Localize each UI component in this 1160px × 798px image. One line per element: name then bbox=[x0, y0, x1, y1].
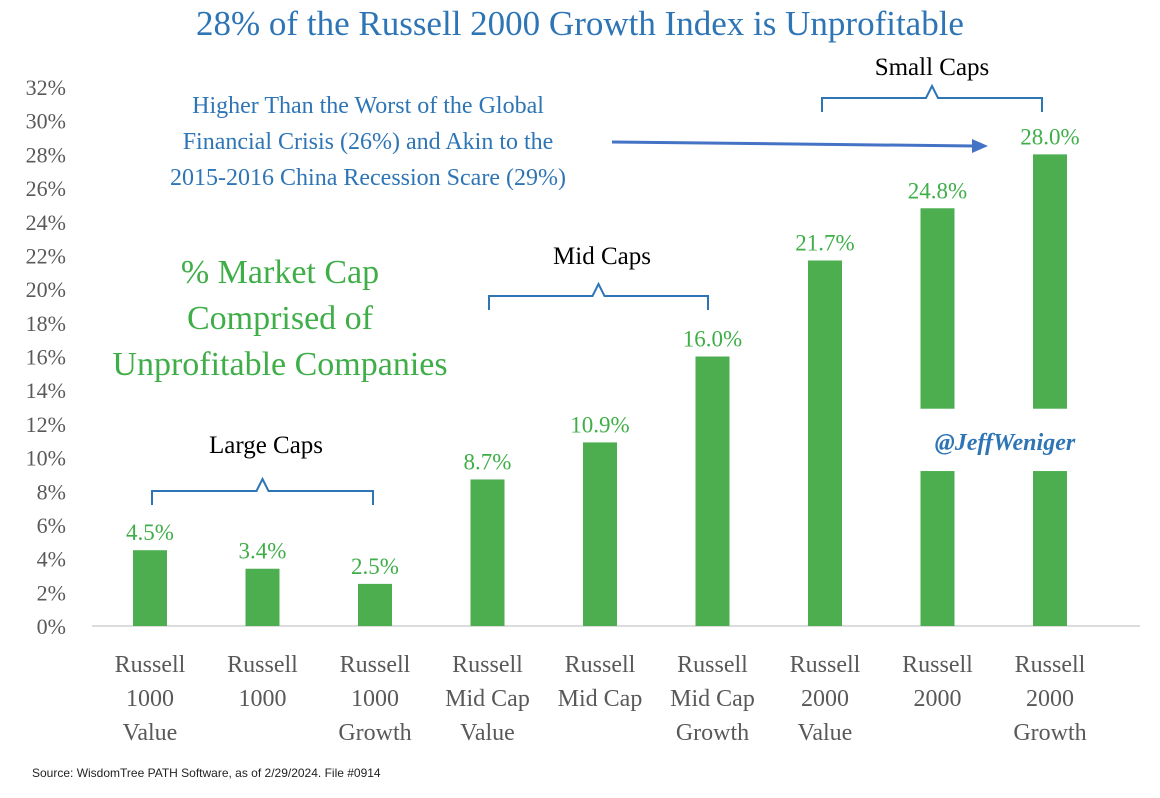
x-tick-label: 2000 bbox=[914, 686, 962, 712]
callout-text: Higher Than the Worst of the Global Fina… bbox=[118, 88, 618, 196]
x-tick-label: Russell bbox=[565, 652, 636, 678]
group-brackets bbox=[151, 83, 1043, 505]
group-label-large-caps: Large Caps bbox=[208, 432, 324, 459]
data-label: 3.4% bbox=[239, 539, 287, 564]
y-tick-label: 30% bbox=[26, 109, 66, 134]
x-tick-label: 1000 bbox=[239, 686, 287, 712]
y-tick-label: 8% bbox=[37, 479, 66, 504]
bar bbox=[695, 356, 730, 626]
x-tick-label: Russell bbox=[790, 652, 861, 678]
y-tick-label: 16% bbox=[26, 345, 66, 370]
x-tick-label: Russell bbox=[1015, 652, 1086, 678]
callout-line: 2015-2016 China Recession Scare (29%) bbox=[170, 165, 566, 191]
chart-subtitle: % Market Cap Comprised of Unprofitable C… bbox=[70, 250, 490, 388]
data-label: 8.7% bbox=[464, 449, 512, 474]
y-tick-label: 4% bbox=[37, 547, 66, 572]
x-tick-label: Mid Cap bbox=[558, 686, 643, 712]
callout-line: Higher Than the Worst of the Global bbox=[192, 93, 544, 119]
subtitle-line: % Market Cap bbox=[180, 254, 380, 291]
bar bbox=[133, 550, 167, 626]
bars bbox=[133, 154, 1069, 626]
bar bbox=[245, 568, 280, 626]
x-tick-label: 1000 bbox=[351, 686, 399, 712]
small-caps-bracket bbox=[821, 83, 1043, 112]
y-tick-label: 24% bbox=[26, 210, 66, 235]
data-label: 2.5% bbox=[351, 554, 399, 579]
y-tick-label: 32% bbox=[26, 75, 66, 100]
x-tick-label: Value bbox=[798, 720, 853, 746]
y-axis-ticks: 0% 2% 4% 6% 8% 10% 12% 14% 16% 18% 20% 22% 24% 26% 28%… bbox=[26, 75, 66, 639]
large-caps-bracket bbox=[151, 476, 374, 505]
x-tick-label: Russell bbox=[902, 652, 973, 678]
y-tick-label: 28% bbox=[26, 142, 66, 167]
x-tick-label: Russell bbox=[227, 652, 298, 678]
bar bbox=[583, 442, 617, 626]
data-label: 16.0% bbox=[683, 327, 742, 352]
x-tick-label: Value bbox=[460, 720, 515, 746]
y-tick-label: 6% bbox=[37, 513, 66, 538]
bar bbox=[358, 583, 392, 626]
y-tick-label: 0% bbox=[37, 614, 66, 639]
x-tick-label: Growth bbox=[1013, 720, 1086, 746]
x-tick-label: Russell bbox=[452, 652, 523, 678]
x-tick-label: 2000 bbox=[801, 686, 849, 712]
mid-caps-bracket bbox=[488, 281, 709, 310]
x-tick-label: Russell bbox=[115, 652, 186, 678]
y-tick-label: 10% bbox=[26, 446, 66, 471]
y-tick-label: 20% bbox=[26, 277, 66, 302]
data-label: 10.9% bbox=[570, 412, 629, 437]
chart-title: 28% of the Russell 2000 Growth Index is … bbox=[196, 4, 964, 43]
x-tick-label: Value bbox=[123, 720, 178, 746]
y-tick-label: 14% bbox=[26, 378, 66, 403]
data-label: 28.0% bbox=[1020, 124, 1079, 149]
arrow-head bbox=[972, 139, 988, 153]
x-tick-label: Mid Cap bbox=[445, 686, 530, 712]
callout-line: Financial Crisis (26%) and Akin to the bbox=[182, 129, 554, 155]
y-tick-label: 18% bbox=[26, 311, 66, 336]
y-tick-label: 12% bbox=[26, 412, 66, 437]
handle-mask bbox=[918, 408, 1069, 472]
y-tick-label: 26% bbox=[26, 176, 66, 201]
subtitle-line: Comprised of bbox=[186, 300, 374, 337]
author-handle: @JeffWeniger bbox=[934, 430, 1076, 456]
callout-arrow bbox=[611, 139, 988, 153]
data-label: 24.8% bbox=[908, 178, 967, 203]
y-tick-label: 22% bbox=[26, 243, 66, 268]
bar bbox=[1033, 154, 1067, 626]
x-tick-label: Mid Cap bbox=[670, 686, 755, 712]
x-tick-label: Russell bbox=[677, 652, 748, 678]
x-axis-labels: Russell 1000 Value Russell 1000 Russell 1000 Gr… bbox=[115, 652, 1087, 746]
x-tick-label: 2000 bbox=[1026, 686, 1074, 712]
bar bbox=[808, 260, 842, 626]
subtitle-line: Unprofitable Companies bbox=[112, 346, 448, 383]
x-tick-label: 1000 bbox=[126, 686, 174, 712]
data-labels: 4.5% 3.4% 2.5% 8.7% 10.9% 16.0% 21.7% 24.8% 28.0… bbox=[126, 124, 1080, 579]
source-note: Source: WisdomTree PATH Software, as of … bbox=[32, 766, 381, 780]
x-tick-label: Russell bbox=[340, 652, 411, 678]
x-tick-label: Growth bbox=[338, 720, 411, 746]
data-label: 4.5% bbox=[126, 520, 174, 545]
group-label-mid-caps: Mid Caps bbox=[553, 243, 651, 270]
y-tick-label: 2% bbox=[37, 580, 66, 605]
group-label-small-caps: Small Caps bbox=[874, 54, 990, 81]
arrow-shaft bbox=[611, 140, 976, 148]
bar bbox=[470, 479, 505, 626]
x-tick-label: Growth bbox=[676, 720, 749, 746]
data-label: 21.7% bbox=[795, 230, 854, 255]
